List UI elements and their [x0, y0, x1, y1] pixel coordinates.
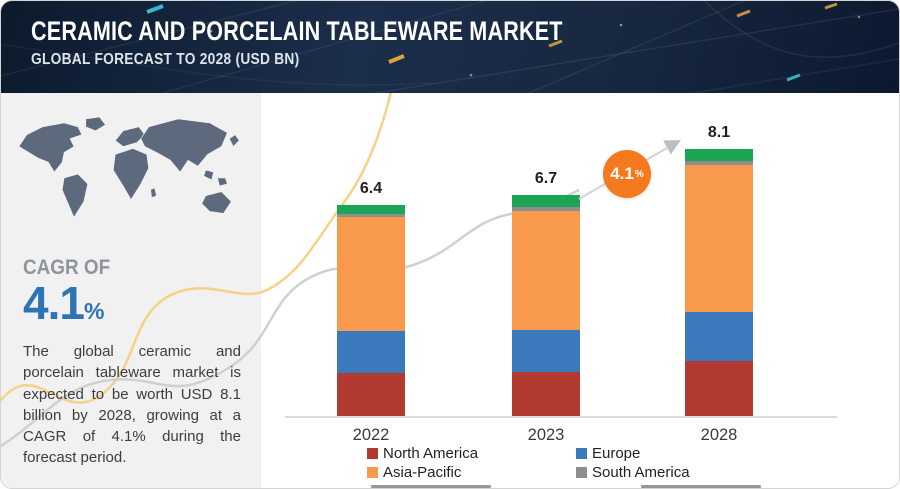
growth-rate-badge: 4.1% [603, 150, 651, 198]
bar-2022 [337, 204, 405, 416]
legend-label: Asia-Pacific [383, 464, 462, 481]
cagr-value: 4.1% [23, 280, 239, 327]
page-subtitle: GLOBAL FORECAST TO 2028 (USD BN) [31, 51, 300, 68]
content-area: CAGR OF 4.1% The global ceramic and porc… [1, 93, 899, 488]
legend-item-south-america: South America [576, 464, 690, 481]
bar-2028 [685, 148, 753, 416]
bar-segment-europe [337, 331, 405, 374]
x-axis-line [285, 416, 837, 418]
growth-rate-percent-sign: % [634, 168, 644, 180]
bar-segment-asia-pacific [685, 164, 753, 312]
total-value-label-2022: 6.4 [359, 179, 383, 197]
bar-segment-unlabeled [685, 148, 753, 161]
cutoff-artifact [371, 485, 491, 488]
arrowhead-icon [663, 140, 681, 155]
network-decoration [1, 1, 899, 93]
bar-segment-asia-pacific [512, 211, 580, 331]
bar-segment-north-america [685, 360, 753, 416]
bar-segment-unlabeled [337, 204, 405, 214]
bar-segment-europe [685, 311, 753, 361]
x-axis-label-2023: 2023 [527, 426, 565, 444]
legend-swatch-icon [576, 448, 587, 459]
bar-segment-north-america [337, 373, 405, 416]
bar-segment-asia-pacific [337, 217, 405, 332]
total-value-label-2028: 8.1 [707, 123, 731, 141]
cutoff-artifact [641, 485, 761, 488]
bar-segment-europe [512, 330, 580, 373]
x-axis-label-2028: 2028 [700, 426, 738, 444]
chart-panel: 6.4 2022 6.7 2023 8.1 2028 4.1% North America… [261, 93, 899, 488]
bar-segment-unlabeled [512, 194, 580, 208]
market-summary-text: The global ceramic and porcelain tablewa… [23, 342, 241, 467]
legend-swatch-icon [367, 467, 378, 478]
legend-swatch-icon [576, 467, 587, 478]
cagr-label: CAGR OF [23, 256, 111, 279]
cagr-number: 4.1 [23, 277, 85, 329]
legend-label: North America [383, 445, 479, 462]
legend-item-asia-pacific: Asia-Pacific [367, 464, 461, 481]
legend-label: South America [592, 464, 690, 481]
header-banner: CERAMIC AND PORCELAIN TABLEWARE MARKET G… [1, 1, 899, 93]
bar-segment-north-america [512, 372, 580, 416]
page-title: CERAMIC AND PORCELAIN TABLEWARE MARKET [31, 16, 563, 46]
sidebar: CAGR OF 4.1% The global ceramic and porc… [1, 93, 261, 488]
cagr-percent-sign: % [83, 298, 104, 324]
total-value-label-2023: 6.7 [534, 169, 558, 187]
bar-segment-south-america [685, 160, 753, 165]
legend-swatch-icon [367, 448, 378, 459]
growth-rate-value: 4.1 [610, 164, 634, 183]
world-map-icon [18, 116, 240, 218]
legend-item-north-america: North America [367, 445, 478, 462]
legend-label: Europe [592, 445, 641, 462]
x-axis-label-2022: 2022 [352, 426, 390, 444]
legend-item-europe: Europe [576, 445, 640, 462]
bar-2023 [512, 194, 580, 416]
